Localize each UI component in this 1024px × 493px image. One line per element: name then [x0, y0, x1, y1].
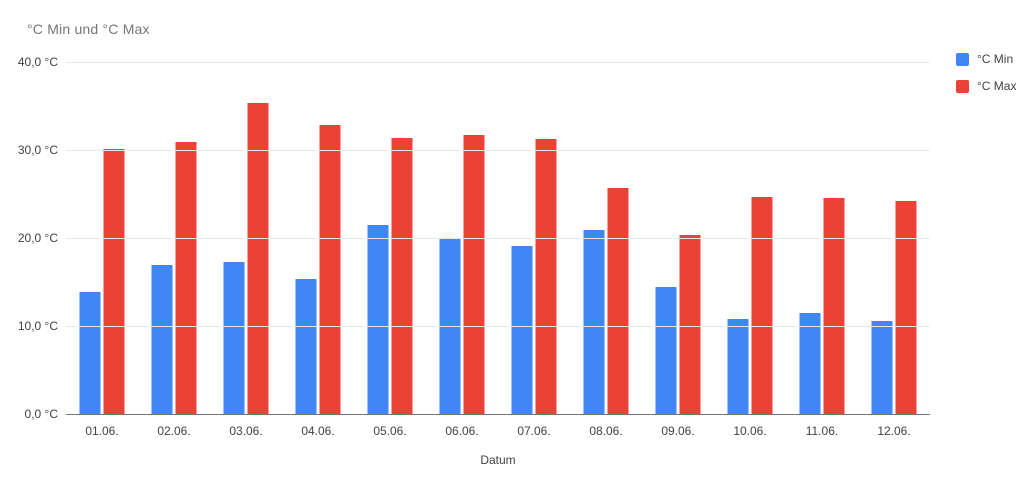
x-axis-title: Datum — [480, 453, 516, 467]
category-slot: 06.06. — [426, 63, 498, 438]
x-tick-label: 06.06. — [445, 424, 479, 438]
legend-label: °C Min — [977, 52, 1014, 66]
bar-max[interactable] — [607, 187, 629, 415]
y-tick-label: 0,0 °C — [24, 407, 58, 421]
y-tick-label: 30,0 °C — [17, 143, 58, 157]
legend-swatch-min-icon — [956, 52, 969, 66]
plot-area: 01.06. 02.06. 03.06. 04.06. 05.06. 06.06. 07.0… — [66, 62, 930, 438]
y-tick-label: 40,0 °C — [17, 55, 58, 69]
bar-min[interactable] — [583, 230, 605, 415]
legend-item-min[interactable]: °C Min — [956, 49, 1016, 69]
bar-group — [799, 63, 845, 415]
bar-min[interactable] — [727, 319, 749, 415]
category-slot: 08.06. — [570, 63, 642, 438]
x-tick-label: 05.06. — [373, 424, 407, 438]
x-tick-label: 09.06. — [661, 424, 695, 438]
category-slot: 05.06. — [354, 63, 426, 438]
y-tick-label: 10,0 °C — [17, 319, 58, 333]
x-tick-label: 08.06. — [589, 424, 623, 438]
bar-group — [367, 63, 413, 415]
chart-title: °C Min und °C Max — [27, 21, 150, 37]
bar-min[interactable] — [439, 239, 461, 415]
bar-max[interactable] — [391, 137, 413, 415]
category-slot: 04.06. — [282, 63, 354, 438]
category-slot: 09.06. — [642, 63, 714, 438]
gridline — [66, 62, 930, 63]
bar-min[interactable] — [511, 246, 533, 415]
x-tick-label: 02.06. — [157, 424, 191, 438]
category-slot: 03.06. — [210, 63, 282, 438]
bar-min[interactable] — [871, 320, 893, 415]
x-tick-label: 03.06. — [229, 424, 263, 438]
bar-min[interactable] — [799, 312, 821, 415]
bar-group — [655, 63, 701, 415]
bar-min[interactable] — [79, 291, 101, 415]
x-tick-label: 12.06. — [877, 424, 911, 438]
bar-max[interactable] — [895, 201, 917, 415]
bar-group — [727, 63, 773, 415]
bar-max[interactable] — [535, 138, 557, 415]
category-slot: 07.06. — [498, 63, 570, 438]
bar-group — [583, 63, 629, 415]
bar-min[interactable] — [151, 264, 173, 415]
y-tick-label: 20,0 °C — [17, 231, 58, 245]
bar-group — [223, 63, 269, 415]
bar-min[interactable] — [367, 224, 389, 415]
x-axis-baseline — [66, 414, 930, 415]
gridline — [66, 238, 930, 239]
bar-max[interactable] — [175, 142, 197, 415]
gridline — [66, 150, 930, 151]
bar-max[interactable] — [463, 135, 485, 415]
bar-max[interactable] — [751, 196, 773, 415]
bar-max[interactable] — [247, 102, 269, 415]
bar-group — [295, 63, 341, 415]
category-slot: 11.06. — [786, 63, 858, 438]
category-slot: 10.06. — [714, 63, 786, 438]
category-slot: 01.06. — [66, 63, 138, 438]
legend-swatch-max-icon — [956, 79, 969, 93]
bar-min[interactable] — [295, 279, 317, 415]
legend-item-max[interactable]: °C Max — [956, 76, 1016, 96]
x-tick-label: 10.06. — [733, 424, 767, 438]
bar-min[interactable] — [655, 287, 677, 415]
legend-label: °C Max — [977, 79, 1017, 93]
bar-groups-container: 01.06. 02.06. 03.06. 04.06. 05.06. 06.06. 07.0… — [66, 63, 930, 438]
bar-max[interactable] — [103, 149, 125, 415]
category-slot: 12.06. — [858, 63, 930, 438]
x-tick-label: 04.06. — [301, 424, 335, 438]
gridline — [66, 326, 930, 327]
x-tick-label: 07.06. — [517, 424, 551, 438]
bar-group — [439, 63, 485, 415]
category-slot: 02.06. — [138, 63, 210, 438]
bar-group — [79, 63, 125, 415]
x-tick-label: 11.06. — [805, 424, 839, 438]
bar-min[interactable] — [223, 261, 245, 415]
bar-max[interactable] — [823, 197, 845, 415]
bar-max[interactable] — [679, 234, 701, 415]
bar-max[interactable] — [319, 124, 341, 415]
bar-group — [151, 63, 197, 415]
bar-group — [871, 63, 917, 415]
x-tick-label: 01.06. — [85, 424, 119, 438]
legend: °C Min °C Max — [956, 49, 1016, 96]
bar-group — [511, 63, 557, 415]
